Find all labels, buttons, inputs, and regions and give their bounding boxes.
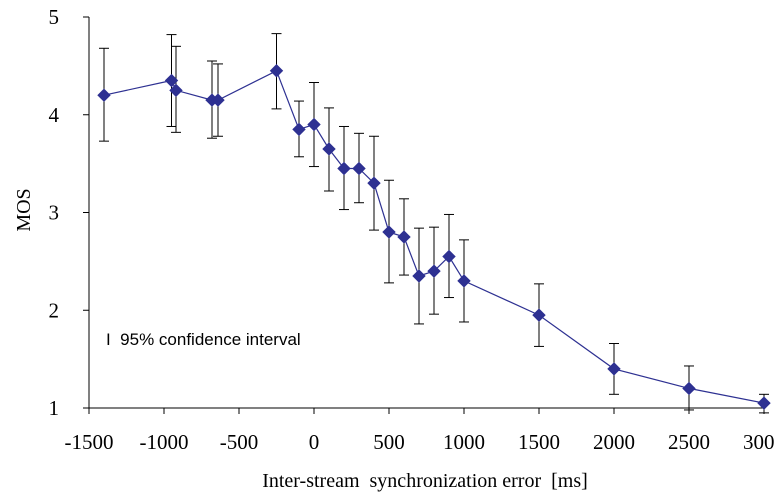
- data-point: [412, 269, 426, 283]
- x-tick-label: 1000: [443, 430, 485, 454]
- data-point: [269, 64, 284, 78]
- data-point: [442, 249, 456, 264]
- data-point: [211, 93, 225, 107]
- y-tick-label: 4: [49, 103, 60, 127]
- y-tick-label: 5: [49, 5, 60, 29]
- data-point: [682, 381, 696, 396]
- x-tick-label: -1500: [65, 430, 114, 454]
- data-point: [457, 274, 471, 288]
- confidence-interval-note: I 95% confidence interval: [106, 330, 301, 349]
- data-point: [607, 362, 621, 376]
- data-point: [382, 225, 396, 239]
- y-tick-label: 2: [49, 298, 60, 322]
- x-axis-title: Inter-stream synchronization error [ms]: [262, 470, 588, 492]
- y-tick-label: 3: [49, 201, 60, 225]
- x-tick-label: 500: [373, 430, 405, 454]
- x-tick-label: 1500: [518, 430, 560, 454]
- data-point: [337, 161, 351, 176]
- x-tick-label: 3000: [743, 430, 775, 454]
- data-point: [367, 176, 381, 190]
- y-tick-label: 1: [49, 396, 60, 420]
- data-point: [97, 88, 111, 102]
- data-point: [757, 396, 771, 410]
- markers: [97, 64, 771, 410]
- data-point: [307, 117, 321, 132]
- error-bars: [99, 33, 769, 414]
- data-point: [322, 142, 336, 156]
- data-point: [164, 73, 179, 88]
- data-point: [397, 230, 411, 244]
- x-tick-label: -500: [220, 430, 259, 454]
- ticks: 1 2 3 4 5 -1500 -1000 -500 0 500 1000 1500 2000 2500 3…: [49, 5, 775, 454]
- data-point: [532, 308, 546, 322]
- data-point: [427, 264, 441, 278]
- axes: [88, 17, 764, 409]
- data-point: [169, 83, 183, 98]
- x-tick-label: 0: [309, 430, 320, 454]
- x-tick-label: 2000: [593, 430, 635, 454]
- data-point: [292, 122, 306, 137]
- y-axis-title: MOS: [13, 188, 35, 231]
- x-tick-label: 2500: [668, 430, 710, 454]
- x-tick-label: -1000: [140, 430, 189, 454]
- data-point: [352, 161, 366, 176]
